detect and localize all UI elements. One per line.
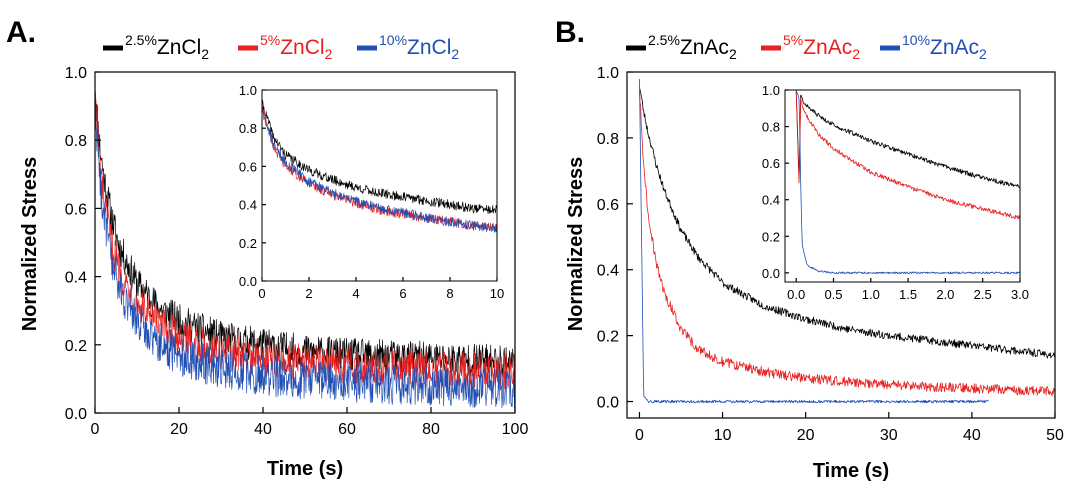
panel-a-series-line-2 — [95, 99, 515, 391]
panel-a-y-tick-label: 0.4 — [65, 270, 87, 287]
panel-b-y-tick-label: 0.4 — [597, 263, 619, 280]
panel-a-inset-x-tick-label: 0 — [258, 286, 265, 301]
panel-a-x-tick-label: 100 — [502, 421, 529, 438]
legend-entry-3: 10%ZnAc2 — [902, 32, 987, 62]
panel-a-plot-frame — [94, 71, 516, 414]
panel-b-x-tick-label: 40 — [963, 427, 981, 444]
panel-b-y-tick-label: 0.6 — [597, 197, 619, 214]
panel-a-series-group — [95, 91, 515, 409]
panel-b-x-tick-label: 0 — [635, 427, 644, 444]
panel-a-y-axis-title: Normalized Stress — [19, 157, 41, 332]
panel-b-y-tick-label: 0.8 — [597, 131, 619, 148]
panel-b: B. 2.5%ZnAc2 5%ZnAc2 10%ZnAc2 0 10 20 30 40 50 0… — [555, 16, 1064, 482]
panel-a-y-tick-label: 0.2 — [65, 338, 87, 355]
panel-b-series-group — [639, 79, 1055, 404]
panel-b-inset-x-tick-label: 1.5 — [899, 287, 917, 302]
panel-b-inset-y-tick-label: 0.6 — [762, 156, 780, 171]
panel-a-y-tick-label: 0.8 — [65, 133, 87, 150]
panel-a-inset-x-tick-label: 10 — [490, 286, 504, 301]
panel-b-inset-x-tick-label: 3.0 — [1011, 287, 1029, 302]
legend-entry-2: 5%ZnAc2 — [783, 32, 860, 62]
panel-b-inset-x-tick-label: 0.0 — [787, 287, 805, 302]
panel-b-inset-series-group — [795, 90, 1020, 275]
panel-b-inset-x-tick-label: 0.5 — [824, 287, 842, 302]
panel-a-inset-y-tick-label: 0.2 — [239, 236, 257, 251]
legend-entry-2: 5%ZnCl2 — [260, 32, 333, 62]
panel-a-inset-series-group — [262, 99, 497, 233]
panel-a-x-axis-title: Time (s) — [267, 458, 343, 480]
panel-a-legend: 2.5%ZnCl2 5%ZnCl2 10%ZnCl2 — [103, 32, 459, 62]
panel-a-x-tick-label: 60 — [338, 421, 356, 438]
panel-b-inset-y-tick-label: 0.4 — [762, 193, 780, 208]
panel-b-plot-frame — [626, 71, 1056, 419]
panel-b-x-tick-label: 30 — [880, 427, 898, 444]
panel-a-inset-y-tick-label: 0.4 — [239, 198, 257, 213]
panel-b-x-tick-label: 10 — [714, 427, 732, 444]
panel-a-inset-y-tick-label: 0.0 — [239, 274, 257, 289]
panel-a-y-tick-label: 0.0 — [65, 406, 87, 423]
panel-b-chart: 0 10 20 30 40 50 0.0 0.2 0.4 0.6 0.8 1.0 0.0 0.5 1.0 1.… — [597, 65, 1064, 444]
panel-b-inset-x-tick-label: 2.5 — [974, 287, 992, 302]
panel-a-letter: A. — [6, 16, 36, 49]
panel-a-inset-y-tick-label: 0.6 — [239, 159, 257, 174]
legend-entry-3: 10%ZnCl2 — [379, 32, 459, 62]
panel-a-y-tick-label: 1.0 — [65, 65, 87, 82]
panel-b-y-axis-title: Normalized Stress — [565, 157, 587, 332]
panel-a-inset-plot-frame — [261, 89, 498, 282]
panel-a-inset-series-line-1 — [262, 99, 497, 215]
panel-a-inset: 0 2 4 6 8 10 0.0 0.2 0.4 0.6 0.8 1.0 — [239, 83, 504, 301]
panel-a-y-tick-label: 0.6 — [65, 201, 87, 218]
panel-b-x-tick-label: 20 — [797, 427, 815, 444]
panel-b-inset-plot-frame — [784, 89, 1021, 283]
legend-entry-1: 2.5%ZnAc2 — [648, 32, 737, 62]
panel-b-inset-y-tick-label: 0.8 — [762, 120, 780, 135]
panel-b-inset-x-tick-label: 2.0 — [936, 287, 954, 302]
panel-b-inset-y-tick-label: 0.2 — [762, 229, 780, 244]
panel-b-series-line-1 — [639, 87, 1055, 359]
panel-a-inset-series-line-3 — [262, 109, 497, 233]
panel-b-inset-series-line-1 — [795, 91, 1020, 189]
panel-a-series-line-1 — [95, 97, 515, 379]
legend-entry-1: 2.5%ZnCl2 — [125, 32, 209, 62]
panel-b-inset-series-line-3 — [795, 90, 1020, 275]
panel-b-x-tick-label: 50 — [1046, 427, 1064, 444]
panel-b-y-tick-label: 1.0 — [597, 65, 619, 82]
panel-b-inset-y-tick-label: 0.0 — [762, 266, 780, 281]
panel-b-y-tick-label: 0.0 — [597, 395, 619, 412]
panel-a-inset-y-tick-label: 1.0 — [239, 83, 257, 98]
panel-b-inset-y-tick-label: 1.0 — [762, 83, 780, 98]
panel-a-x-tick-label: 20 — [170, 421, 188, 438]
panel-a-series-line-3 — [95, 91, 515, 409]
panel-a-inset-x-tick-label: 8 — [446, 286, 453, 301]
panel-b-series-line-2 — [639, 90, 1055, 397]
panel-b-letter: B. — [555, 16, 585, 49]
panel-a-x-tick-label: 40 — [254, 421, 272, 438]
panel-a-inset-x-tick-label: 2 — [305, 286, 312, 301]
panel-a-inset-x-tick-label: 4 — [352, 286, 359, 301]
panel-b-legend: 2.5%ZnAc2 5%ZnAc2 10%ZnAc2 — [626, 32, 987, 62]
panel-b-series-line-3 — [639, 79, 989, 404]
panel-b-inset-series-line-2 — [795, 90, 1020, 220]
panel-a-x-tick-label: 0 — [91, 421, 100, 438]
panel-a-chart: 0 20 40 60 80 100 0.0 0.2 0.4 0.6 0.8 1.0 0 2 4 6 8 10 0.0… — [65, 65, 529, 438]
panel-a-inset-y-tick-label: 0.8 — [239, 121, 257, 136]
panel-a-x-tick-label: 80 — [422, 421, 440, 438]
panel-b-inset: 0.0 0.5 1.0 1.5 2.0 2.5 3.0 0.0 0.2 0.4 0.6 0.8 1.0 — [762, 83, 1029, 302]
panel-b-y-tick-label: 0.2 — [597, 329, 619, 346]
panel-a-inset-x-tick-label: 6 — [399, 286, 406, 301]
panel-b-x-axis-title: Time (s) — [813, 460, 889, 482]
panel-b-inset-x-tick-label: 1.0 — [862, 287, 880, 302]
